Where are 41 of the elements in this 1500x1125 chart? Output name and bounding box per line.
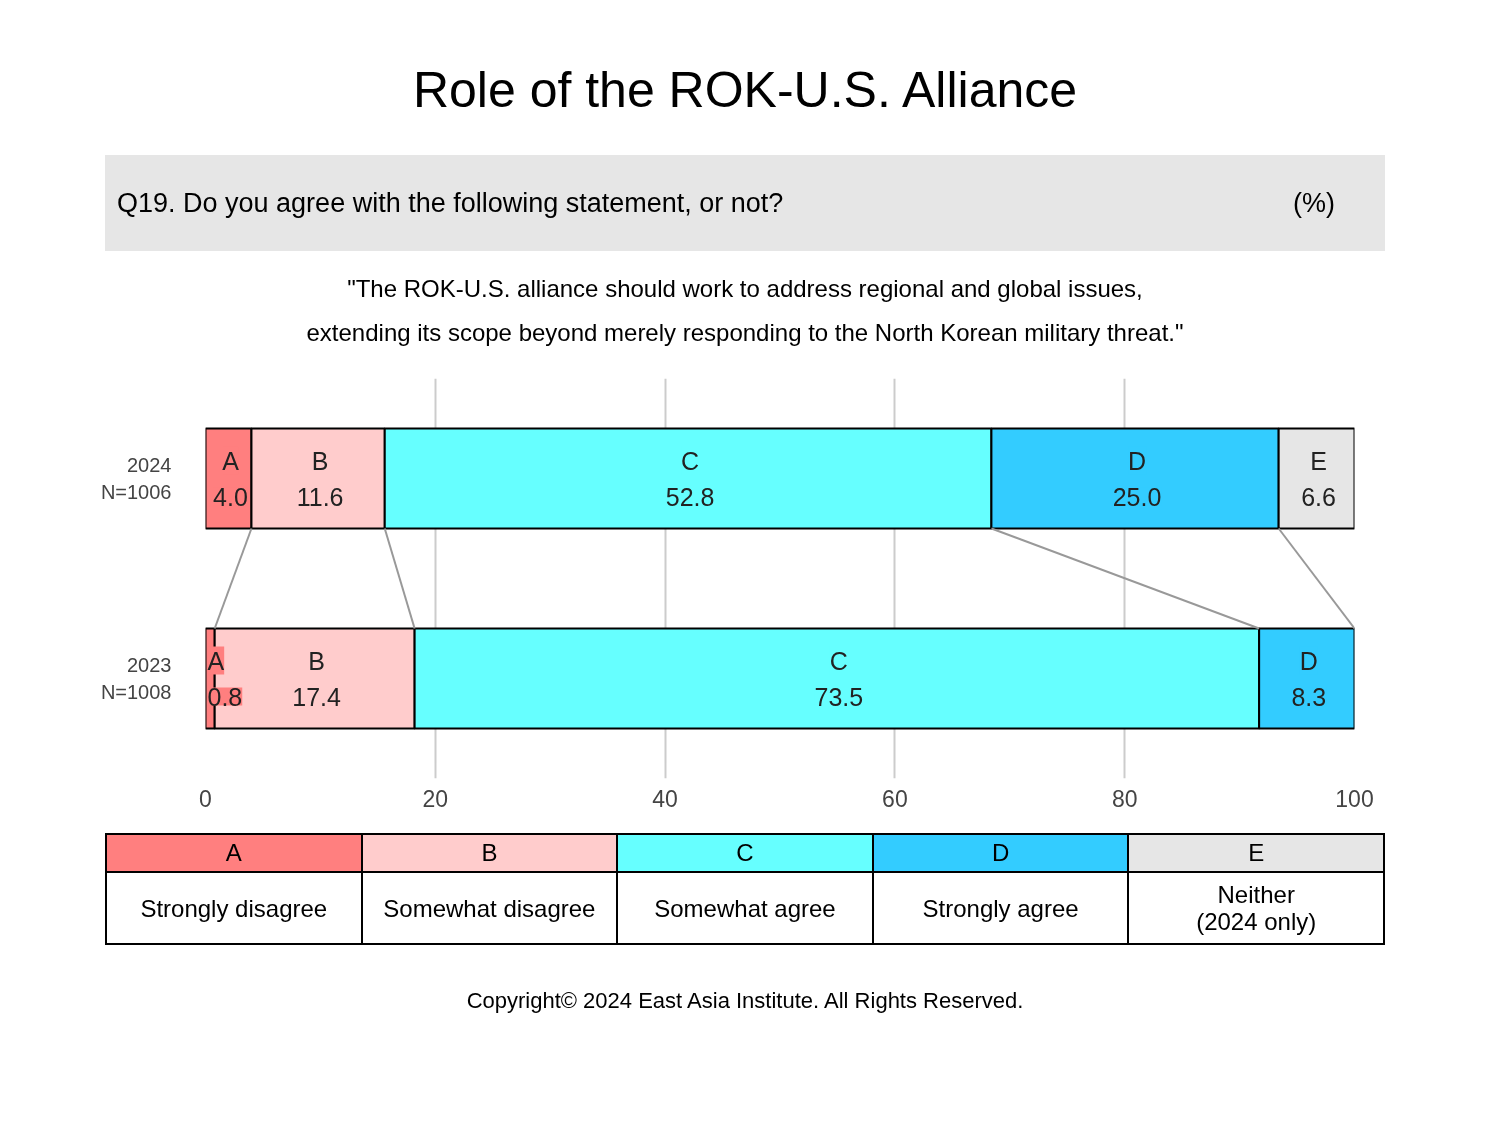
data-label: 11.6	[296, 482, 344, 511]
y-tick-label: 2024 N=1006	[100, 454, 172, 503]
text: A	[225, 839, 242, 866]
text: Strongly disagree	[106, 872, 362, 945]
x-tick-label: 100	[1335, 785, 1374, 812]
x-tick-label: 20	[422, 785, 449, 812]
chart-subtitle: Q19. Do you agree with the following statement, or not?	[117, 186, 784, 220]
text: B	[481, 839, 498, 866]
x-tick-label: 40	[652, 785, 678, 812]
data-label: 17.4	[292, 682, 342, 711]
text: D	[991, 839, 1010, 866]
series-label: E	[1310, 446, 1327, 475]
chart-title: Role of the ROK-U.S. Alliance	[411, 61, 1079, 120]
series-label: A	[207, 646, 225, 675]
data-label: 6.6	[1301, 482, 1336, 511]
text: C	[736, 839, 754, 866]
x-tick-label: 0	[199, 785, 212, 812]
data-label: 4.0	[213, 482, 248, 511]
text: C	[829, 646, 848, 675]
data-label: 0.8	[207, 682, 243, 711]
text: Neither (2024 only)	[1128, 872, 1384, 945]
x-tick-label: 60	[882, 785, 908, 812]
data-label: 8.3	[1291, 682, 1327, 711]
data-label: 25.0	[1112, 482, 1162, 511]
text: Copyright© 2024 East Asia Institute. All Rights Reserved.	[465, 987, 1025, 1015]
series-label: B	[311, 446, 329, 475]
text: Strongly agree	[872, 872, 1129, 945]
data-label: 52.8	[665, 482, 715, 511]
data-label: 73.5	[814, 682, 864, 711]
text: E	[1248, 839, 1265, 866]
text: D	[1299, 646, 1318, 675]
text: "The ROK-U.S. alliance should work to address regional and global issues, extending its scope beyond merely responding to the North Korean military threat."	[305, 274, 1185, 348]
text: A	[222, 446, 239, 475]
text: (%)	[1293, 186, 1335, 220]
text: Somewhat agree	[617, 872, 873, 945]
series-label: D	[1128, 446, 1147, 475]
x-tick-label: 80	[1111, 785, 1138, 812]
text: Somewhat disagree	[361, 872, 618, 945]
text: B	[308, 646, 326, 675]
series-label: C	[681, 446, 700, 475]
y-tick-label: 2023 N=1008	[100, 654, 172, 703]
